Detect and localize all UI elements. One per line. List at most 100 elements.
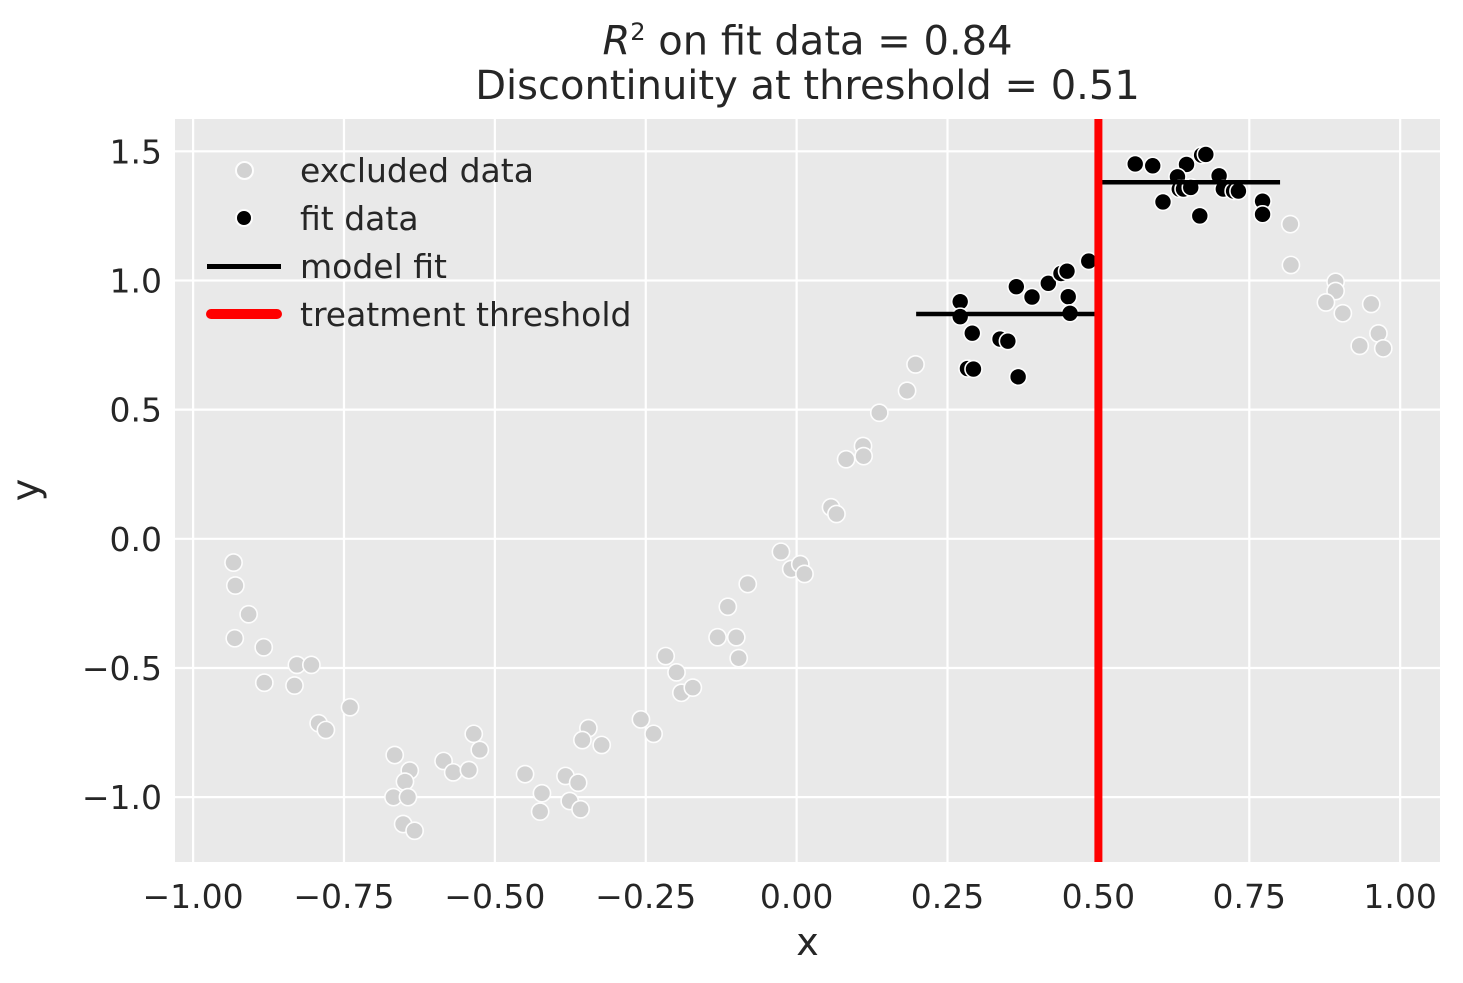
excluded-data-point xyxy=(568,773,588,793)
excluded-data-point xyxy=(225,576,245,595)
y-tick-label: −1.0 xyxy=(82,778,162,817)
fit-data-point xyxy=(1008,367,1028,387)
excluded-data-point xyxy=(726,627,746,647)
excluded-data-point xyxy=(395,772,415,792)
y-tick-label: 0.5 xyxy=(110,391,162,430)
excluded-data-point xyxy=(459,760,479,780)
chart-title-line1: R2 on fit data = 0.84 xyxy=(175,6,1440,67)
fit-data-point xyxy=(1190,206,1210,226)
legend-item-fit-data: fit data xyxy=(196,194,631,242)
title-r-symbol: R xyxy=(602,18,631,65)
title-r-superscript: 2 xyxy=(630,18,646,46)
excluded-data-point xyxy=(667,662,686,682)
excluded-data-point xyxy=(1373,339,1393,358)
title-line1-text: on fit data = 0.84 xyxy=(645,18,1013,65)
excluded-data-point xyxy=(795,564,814,584)
excluded-data-point xyxy=(572,730,592,750)
excluded-data-point xyxy=(398,787,418,807)
x-tick-label: 0.50 xyxy=(1062,877,1135,916)
excluded-data-point xyxy=(1316,293,1336,312)
excluded-data-point xyxy=(225,628,245,648)
excluded-data-point xyxy=(631,709,651,729)
x-tick-label: 0.75 xyxy=(1213,877,1286,916)
fit-data-point xyxy=(1177,155,1196,174)
excluded-data-point xyxy=(385,745,405,765)
excluded-data-point xyxy=(1350,336,1370,356)
chart-title-line2: Discontinuity at threshold = 0.51 xyxy=(175,60,1440,112)
excluded-data-point xyxy=(316,720,336,740)
fit-data-point xyxy=(1253,205,1272,224)
excluded-data-point xyxy=(854,446,874,466)
excluded-data-point xyxy=(1281,255,1301,275)
excluded-data-point xyxy=(515,764,535,784)
excluded-data-point xyxy=(897,381,917,401)
x-tick-label: 0.00 xyxy=(760,877,833,916)
excluded-data-point xyxy=(224,553,243,572)
excluded-data-point xyxy=(1333,303,1353,323)
x-tick-label: 0.25 xyxy=(911,877,984,916)
excluded-data-point xyxy=(254,637,274,657)
excluded-data-point xyxy=(470,740,490,760)
title-line2-text: Discontinuity at threshold = 0.51 xyxy=(475,63,1140,109)
excluded-data-point xyxy=(644,724,663,744)
legend: excluded data fit data model fit treatme… xyxy=(196,146,631,338)
x-tick-label: 1.00 xyxy=(1363,877,1436,916)
fit-data-point xyxy=(962,323,982,343)
fit-data-point xyxy=(1007,277,1026,296)
excluded-data-point xyxy=(708,627,727,647)
excluded-data-point xyxy=(571,799,590,819)
plot-area-bg xyxy=(175,119,1440,862)
fit-data-point xyxy=(1125,154,1145,174)
y-tick-label: 1.0 xyxy=(110,261,162,300)
x-tick-label: −0.25 xyxy=(595,877,696,916)
fit-data-point xyxy=(1196,145,1216,164)
excluded-data-point xyxy=(443,762,463,782)
excluded-data-point xyxy=(738,574,758,594)
excluded-data-point xyxy=(906,355,925,374)
excluded-data-point xyxy=(340,697,360,717)
excluded-data-point xyxy=(656,646,676,666)
excluded-data-point xyxy=(592,735,612,755)
excluded-data-point xyxy=(771,542,791,562)
legend-label: model fit xyxy=(300,246,447,286)
excluded-data-point xyxy=(464,724,484,744)
excluded-data-point xyxy=(683,678,703,698)
excluded-data-point xyxy=(285,676,304,695)
legend-item-treatment-threshold: treatment threshold xyxy=(196,290,631,338)
fit-data-point xyxy=(998,331,1018,351)
excluded-data-point xyxy=(530,802,550,822)
fit-data-point xyxy=(1039,274,1058,293)
fit-data-point xyxy=(950,307,970,326)
excluded-data-point xyxy=(532,783,552,803)
legend-item-excluded-data: excluded data xyxy=(196,146,631,194)
y-axis-label: y xyxy=(3,478,48,502)
x-tick-label: −1.00 xyxy=(143,877,244,916)
x-tick-label: −0.50 xyxy=(444,877,545,916)
legend-label: treatment threshold xyxy=(300,294,632,334)
fit-data-point xyxy=(1022,287,1042,307)
excluded-data-marker-icon xyxy=(234,160,254,180)
model-fit-marker-icon xyxy=(207,263,281,269)
excluded-data-point xyxy=(869,403,889,423)
excluded-data-point xyxy=(836,449,856,469)
excluded-data-point xyxy=(718,597,738,617)
treatment-threshold-marker-icon xyxy=(206,309,282,319)
fit-data-point xyxy=(1143,156,1163,176)
y-tick-label: 0.0 xyxy=(110,520,162,559)
fit-data-point xyxy=(964,359,983,379)
excluded-data-point xyxy=(405,821,425,841)
excluded-data-point xyxy=(301,655,321,675)
excluded-data-point xyxy=(729,648,749,668)
legend-item-model-fit: model fit xyxy=(196,242,631,290)
excluded-data-point xyxy=(239,604,259,624)
excluded-data-point xyxy=(1361,294,1381,314)
excluded-data-point xyxy=(254,673,274,693)
fit-data-point xyxy=(1057,261,1077,281)
x-axis-label: x xyxy=(796,920,819,964)
fit-data-marker-icon xyxy=(235,209,253,227)
fit-data-point xyxy=(1058,287,1078,307)
y-tick-label: −0.5 xyxy=(82,649,162,688)
x-tick-label: −0.75 xyxy=(293,877,394,916)
